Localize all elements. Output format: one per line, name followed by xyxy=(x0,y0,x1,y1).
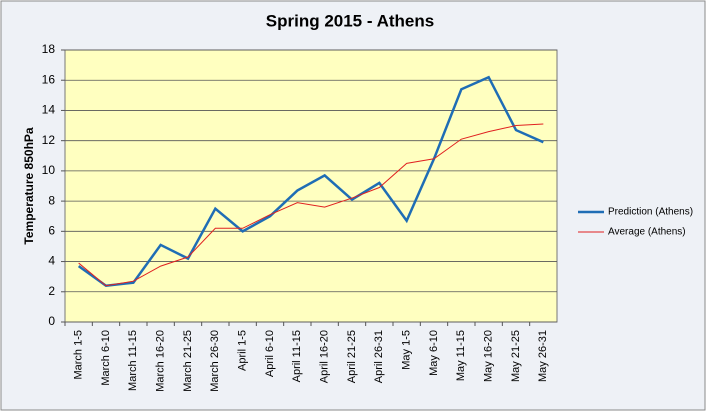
x-tick-label: March 16-20 xyxy=(155,330,167,392)
x-tick-label: May 11-15 xyxy=(455,330,467,381)
y-tick-label: 12 xyxy=(42,133,56,147)
y-axis-label: Temperature 850hPa xyxy=(22,127,36,244)
x-tick-label: April 21-25 xyxy=(346,330,358,383)
x-tick-label: May 16-20 xyxy=(483,330,495,382)
x-tick-label: May 1-5 xyxy=(401,330,413,370)
x-tick-label: April 16-20 xyxy=(319,330,331,383)
chart-title: Spring 2015 - Athens xyxy=(266,11,434,30)
y-tick-label: 4 xyxy=(48,254,55,268)
x-tick-label: April 6-10 xyxy=(264,330,276,377)
x-tick-label: March 21-25 xyxy=(182,330,194,392)
x-tick-label: April 1-5 xyxy=(237,330,249,371)
x-tick-label: May 21-25 xyxy=(510,330,522,382)
x-tick-label: March 6-10 xyxy=(100,330,112,386)
x-tick-label: April 26-31 xyxy=(373,330,385,383)
x-tick-label: March 1-5 xyxy=(73,330,85,380)
line-series xyxy=(78,123,544,287)
x-tick-label: April 11-15 xyxy=(291,330,303,382)
y-tick-label: 16 xyxy=(42,72,56,86)
y-tick-label: 8 xyxy=(48,193,55,207)
y-tick-label: 0 xyxy=(48,314,55,328)
x-tick-label: March 26-30 xyxy=(209,330,221,392)
legend-label: Average (Athens) xyxy=(608,227,686,238)
line-series xyxy=(77,75,544,288)
x-tick-label: March 11-15 xyxy=(127,330,139,391)
legend-label: Prediction (Athens) xyxy=(608,207,693,218)
y-tick-label: 2 xyxy=(48,284,55,298)
y-tick-label: 14 xyxy=(42,103,56,117)
plot-area xyxy=(64,49,558,323)
x-tick-label: May 26-31 xyxy=(537,330,549,382)
x-tick-label: May 6-10 xyxy=(428,330,440,376)
y-tick-label: 18 xyxy=(42,42,56,56)
y-tick-label: 10 xyxy=(42,163,56,177)
y-tick-label: 6 xyxy=(48,224,55,238)
